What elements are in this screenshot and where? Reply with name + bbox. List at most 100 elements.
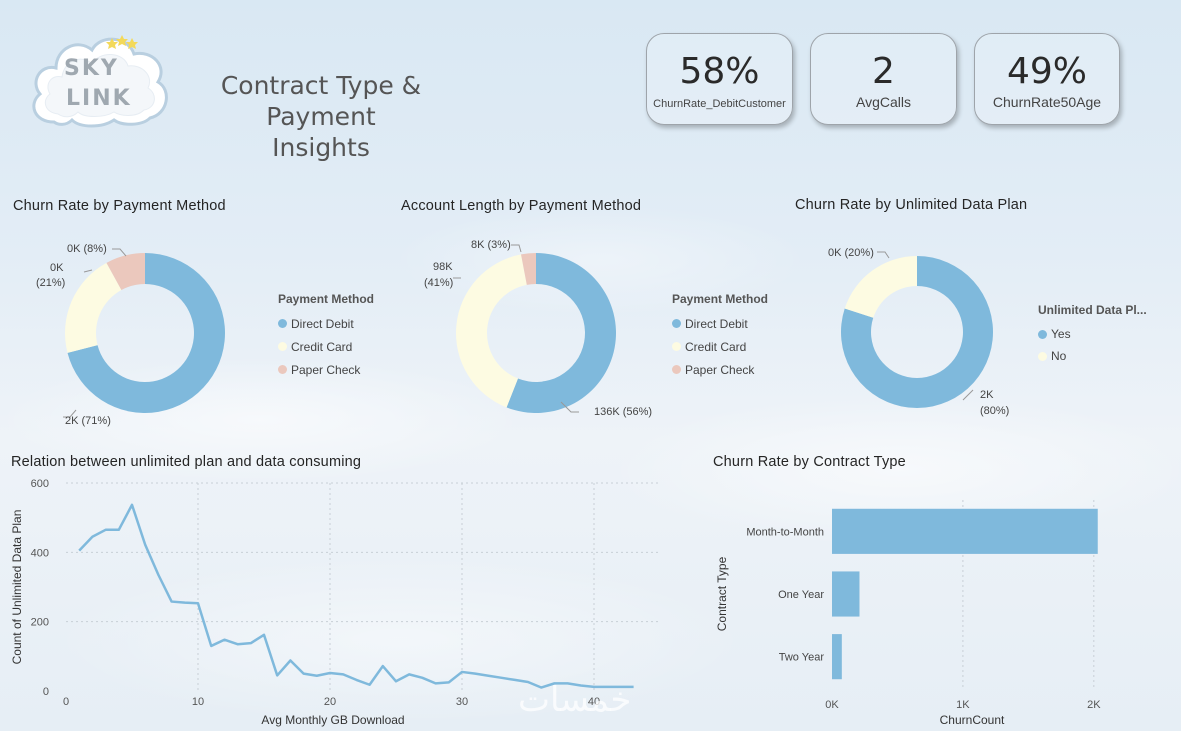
data-label-credit-card: 0K [50,262,64,274]
x-tick-label: 0 [63,696,69,708]
star-icon [106,35,138,49]
legend-label: Direct Debit [291,316,354,331]
leader-line [83,269,93,273]
line-series[interactable] [78,503,634,689]
logo-text-link: LINK [66,86,132,111]
y-tick-label: 400 [31,547,49,559]
slice-paper-check[interactable] [106,253,145,291]
legend-title: Unlimited Data Pl... [1038,303,1147,317]
legend-item-credit-card[interactable]: Credit Card [672,335,768,358]
slice-credit-card[interactable] [456,254,527,408]
slice-paper-check[interactable] [521,253,536,285]
legend-label: Paper Check [291,362,361,377]
legend-payment-method-1: Payment Method Direct Debit Credit Card … [278,292,374,381]
leader-line [962,389,974,401]
y-axis-label: Count of Unlimited Data Plan [10,510,24,665]
data-label-paper-check: 0K (8%) [67,243,107,255]
category-label: One Year [778,589,824,601]
legend-label: Credit Card [291,339,353,354]
kpi-label: ChurnRate_DebitCustomer [653,98,786,110]
chart-title-churn-payment: Churn Rate by Payment Method [13,198,226,214]
kpi-value: 49% [1006,51,1087,92]
x-tick-label: 2K [1087,699,1101,711]
legend-label: Direct Debit [685,316,748,331]
data-label-direct-debit: 2K (71%) [65,415,111,427]
legend-dot [278,342,287,351]
legend-dot [278,319,287,328]
legend-item-direct-debit[interactable]: Direct Debit [672,312,768,335]
page-title: Contract Type & Payment Insights [176,70,466,163]
chart-title-account-length: Account Length by Payment Method [401,198,642,214]
donut-churn-payment[interactable] [40,230,250,440]
bar-month-to-month[interactable] [832,508,1098,554]
legend-title: Payment Method [278,292,375,306]
kpi-card-churn-50-age[interactable]: 49% ChurnRate50Age [974,33,1120,125]
slice-direct-debit[interactable] [67,253,226,413]
page-title-line1: Contract Type & Payment [220,71,422,131]
data-label-yes: 2K [980,389,994,401]
slice-yes[interactable] [841,256,993,408]
legend-item-no[interactable]: No [1038,345,1147,367]
chart-title-unlimited-data: Churn Rate by Unlimited Data Plan [795,197,1028,213]
x-tick-label: 10 [192,696,204,708]
legend-item-paper-check[interactable]: Paper Check [672,358,768,381]
slice-no[interactable] [844,256,917,318]
x-axis-label: ChurnCount [940,713,1005,727]
kpi-label: AvgCalls [856,94,911,110]
legend-item-direct-debit[interactable]: Direct Debit [278,312,374,335]
donut-unlimited-data[interactable] [813,230,1023,430]
legend-dot [1038,351,1047,361]
legend-payment-method-2: Payment Method Direct Debit Credit Card … [672,292,768,381]
skylink-logo: SKY LINK [26,30,174,134]
kpi-value: 58% [679,51,760,92]
cloud-icon [32,35,168,128]
bar-two-year[interactable] [832,634,842,680]
leader-line [511,244,522,253]
page-title-line2: Insights [272,133,370,162]
legend-label: Yes [1051,327,1071,341]
legend-item-credit-card[interactable]: Credit Card [278,335,374,358]
legend-item-yes[interactable]: Yes [1038,323,1147,345]
bar-chart-contract-type[interactable]: 0K 1K 2K Month-to-Month One Year Two Year Chur… [700,480,1170,731]
leader-line [112,248,127,257]
kpi-card-churn-debit[interactable]: 58% ChurnRate_DebitCustomer [646,33,793,125]
legend-label: Paper Check [685,362,755,377]
legend-label: Credit Card [685,339,747,354]
data-label-credit-card: 98K [433,261,453,273]
legend-dot [672,365,681,374]
legend-item-paper-check[interactable]: Paper Check [278,358,374,381]
logo-text-sky: SKY [64,56,119,81]
bar-one-year[interactable] [832,571,860,617]
donut-account-length[interactable] [431,230,641,440]
legend-dot [672,319,681,328]
legend-dot [278,365,287,374]
y-axis-label: Contract Type [715,556,729,631]
x-axis-label: Avg Monthly GB Download [261,713,404,727]
kpi-card-avg-calls[interactable]: 2 AvgCalls [810,33,957,125]
line-chart-unlimited-plan[interactable]: 0 200 400 600 0 10 20 30 40 Avg Monthly GB Downlo… [0,470,670,731]
legend-unlimited-data-plan: Unlimited Data Pl... Yes No [1038,303,1147,367]
watermark-text: خمسات [518,680,632,720]
data-label-paper-check: 8K (3%) [471,239,511,251]
leader-line [877,251,890,259]
data-label-direct-debit: 136K (56%) [594,406,653,418]
x-tick-label: 40 [588,696,600,708]
x-tick-label: 0K [825,699,839,711]
y-tick-label: 600 [31,478,49,490]
category-label: Two Year [779,652,825,664]
y-tick-label: 200 [31,617,49,629]
leader-line [560,401,579,413]
x-tick-label: 20 [324,696,336,708]
y-tick-label: 0 [43,686,49,698]
category-label: Month-to-Month [746,526,824,538]
x-tick-label: 30 [456,696,468,708]
legend-dot [1038,329,1047,339]
kpi-value: 2 [872,51,895,92]
kpi-label: ChurnRate50Age [992,94,1102,110]
data-label-credit-card-pct: (21%) [36,277,66,289]
slice-direct-debit[interactable] [506,253,616,413]
slice-credit-card[interactable] [64,262,122,353]
data-label-no: 0K (20%) [828,247,874,259]
legend-title: Payment Method [672,292,769,306]
data-label-yes-pct: (80%) [980,405,1010,417]
